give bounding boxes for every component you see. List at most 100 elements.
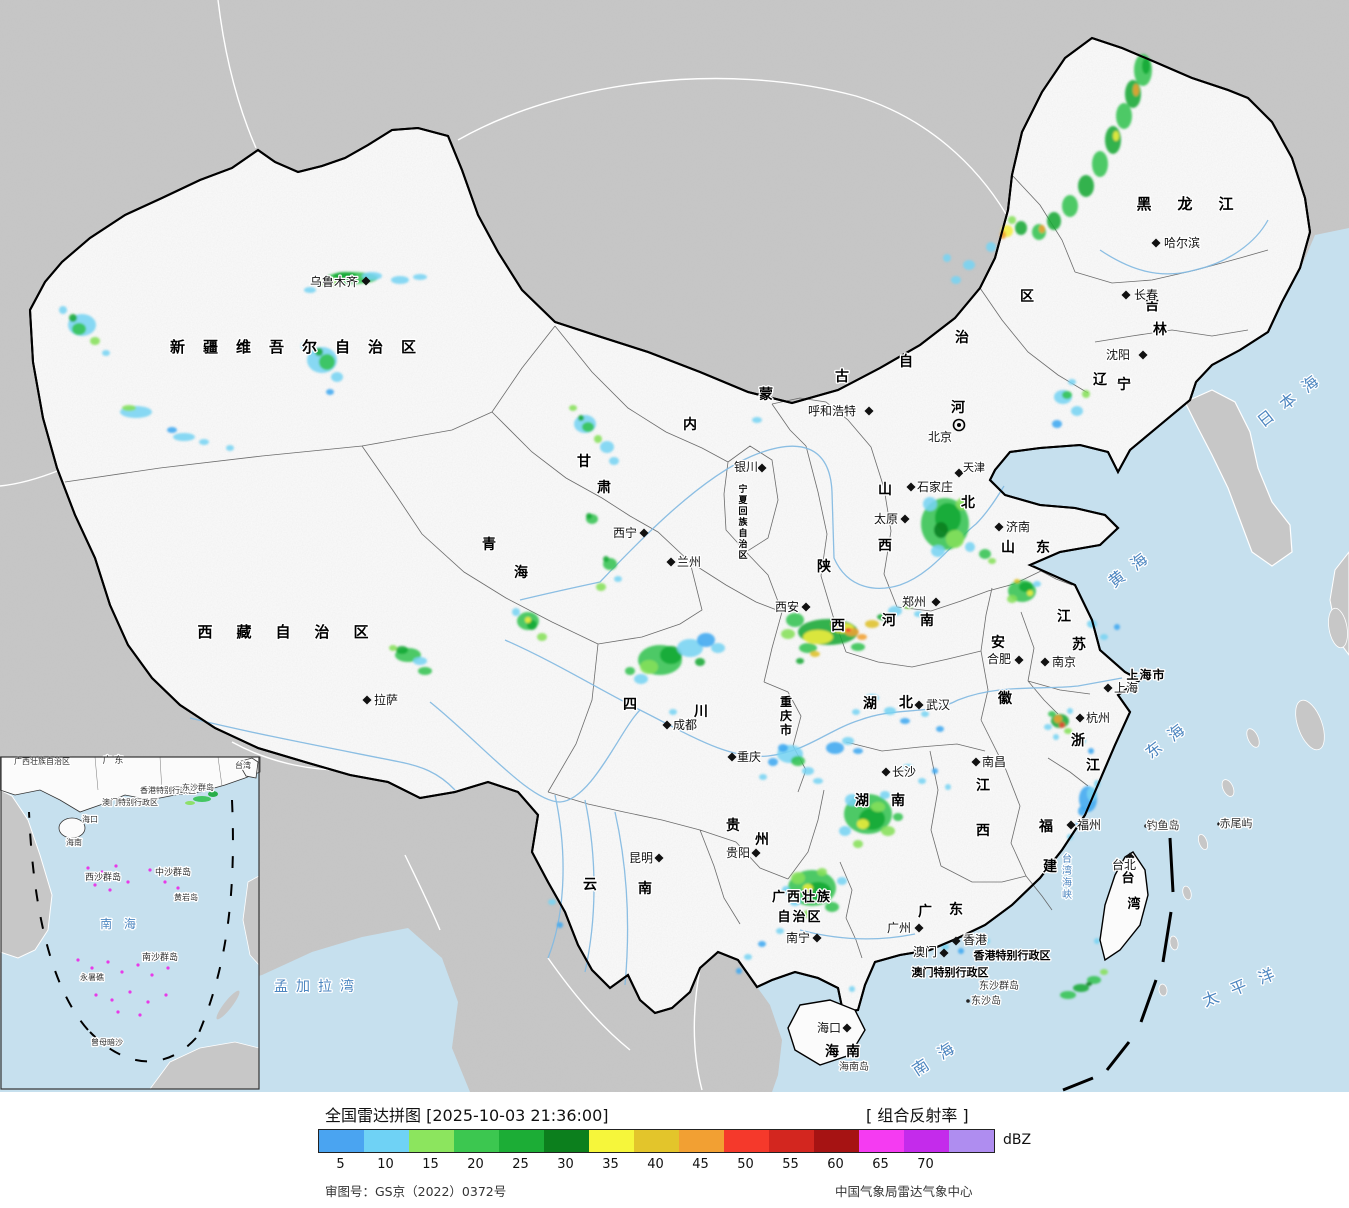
city-label: 广州 <box>887 921 911 935</box>
radar-echo <box>796 658 804 664</box>
radar-echo <box>877 614 887 620</box>
city-label: 武汉 <box>926 698 950 712</box>
hainan-island <box>787 999 866 1066</box>
radar-echo <box>122 405 136 411</box>
radar-echo <box>1052 420 1062 428</box>
inset-label: 广西壮族自治区 <box>14 756 70 766</box>
radar-echo <box>512 608 520 616</box>
scale-value: 55 <box>782 1157 799 1172</box>
province-label: 吉 <box>1145 297 1159 314</box>
radar-echo <box>1094 938 1100 944</box>
radar-echo <box>569 405 577 411</box>
scale-segment <box>814 1130 859 1152</box>
scale-value: 65 <box>872 1157 889 1172</box>
radar-echo <box>881 826 895 836</box>
province-label: 西 <box>976 823 990 839</box>
inset-province-lines <box>94 756 223 793</box>
scale-segment <box>949 1130 994 1152</box>
colorbar <box>318 1129 995 1153</box>
radar-echo <box>1073 984 1089 992</box>
source-org: 中国气象局雷达气象中心 <box>835 1184 973 1199</box>
island-label: 东沙群岛 <box>979 979 1019 992</box>
province-label: 南 <box>891 792 905 809</box>
city-label: 石家庄 <box>917 479 953 494</box>
radar-echo <box>1086 982 1092 986</box>
province-label: 林 <box>1153 321 1167 338</box>
scale-value: 20 <box>467 1157 484 1172</box>
radar-echoes <box>59 54 1152 1054</box>
scale-value: 60 <box>827 1157 844 1172</box>
radar-echo <box>946 530 964 548</box>
scale-segment <box>589 1130 634 1152</box>
radar-echo <box>711 643 725 653</box>
city-label: 海口 <box>817 1020 841 1035</box>
province-label: 西 <box>831 618 845 634</box>
radar-echo <box>1088 748 1094 754</box>
radar-echo <box>669 709 677 715</box>
province-label: 福 <box>1038 818 1053 835</box>
radar-echo <box>1033 581 1041 587</box>
inset-luzon <box>242 875 260 967</box>
city-marker <box>1066 820 1076 830</box>
city-marker <box>1138 350 1148 360</box>
inset-label: 曾母暗沙 <box>91 1037 123 1047</box>
province-label: 徽 <box>997 690 1013 707</box>
province-label: 云 <box>583 877 597 893</box>
radar-echo <box>333 272 357 280</box>
radar-echo <box>173 433 195 441</box>
radar-echo <box>1078 806 1086 816</box>
license-number: 审图号：GS京（2022）0372号 <box>325 1184 507 1199</box>
radar-echo <box>781 629 795 639</box>
radar-echo <box>102 350 110 356</box>
taiwan-island <box>1099 851 1149 962</box>
reef-mark <box>163 880 167 884</box>
island-label: 钓鱼岛 <box>1147 818 1180 832</box>
radar-echo <box>1078 175 1094 197</box>
city-label: 拉萨 <box>374 692 398 707</box>
province-label: 新疆维吾尔自治区 <box>170 338 434 356</box>
radar-echo <box>625 667 635 675</box>
legend-product: [ 组合反射率 ] <box>866 1106 969 1125</box>
province-label: 古 <box>835 368 849 385</box>
inset-label: 南沙群岛 <box>142 951 178 963</box>
maritime-boundary-dashes <box>1062 837 1175 1092</box>
city-label: 沈阳 <box>1106 347 1130 362</box>
province-label: 上海市 <box>1126 667 1165 682</box>
province-borders <box>64 174 1269 959</box>
city-label: 合肥 <box>987 651 1011 666</box>
radar-echo <box>888 606 902 616</box>
province-label: 陕 <box>817 558 831 575</box>
scale-segment <box>499 1130 544 1152</box>
city-label: 澳门 <box>913 944 937 959</box>
city-label: 天津 <box>963 461 985 474</box>
province-label: 山 <box>878 482 892 498</box>
radar-echo <box>951 276 961 284</box>
radar-echo <box>813 778 823 784</box>
radar-echo <box>853 840 863 848</box>
radar-echo <box>1142 58 1150 74</box>
island-dot <box>1144 824 1148 828</box>
city-label: 南昌 <box>982 754 1006 769</box>
radar-echo <box>1062 195 1078 217</box>
legend-title: 全国雷达拼图 [2025-10-03 21:36:00] <box>325 1106 609 1125</box>
radar-echo <box>857 819 869 829</box>
radar-echo <box>167 427 177 433</box>
radar-echo <box>600 441 614 453</box>
radar-echo <box>1133 84 1139 96</box>
city-label: 南宁 <box>786 930 810 945</box>
city-label: 哈尔滨 <box>1164 235 1200 250</box>
radar-echo <box>943 254 951 262</box>
province-label: 山 <box>1001 540 1015 556</box>
radar-echo <box>594 435 602 443</box>
reef-mark <box>166 966 170 970</box>
radar-echo <box>1071 406 1083 416</box>
city-marker <box>1103 683 1113 693</box>
city-marker <box>1075 713 1085 723</box>
city-label: 郑州 <box>902 594 926 609</box>
radar-echo <box>199 439 209 445</box>
radar-echo <box>389 645 397 651</box>
reef-mark <box>136 963 140 967</box>
city-label: 太原 <box>874 511 898 526</box>
scale-segment <box>409 1130 454 1152</box>
